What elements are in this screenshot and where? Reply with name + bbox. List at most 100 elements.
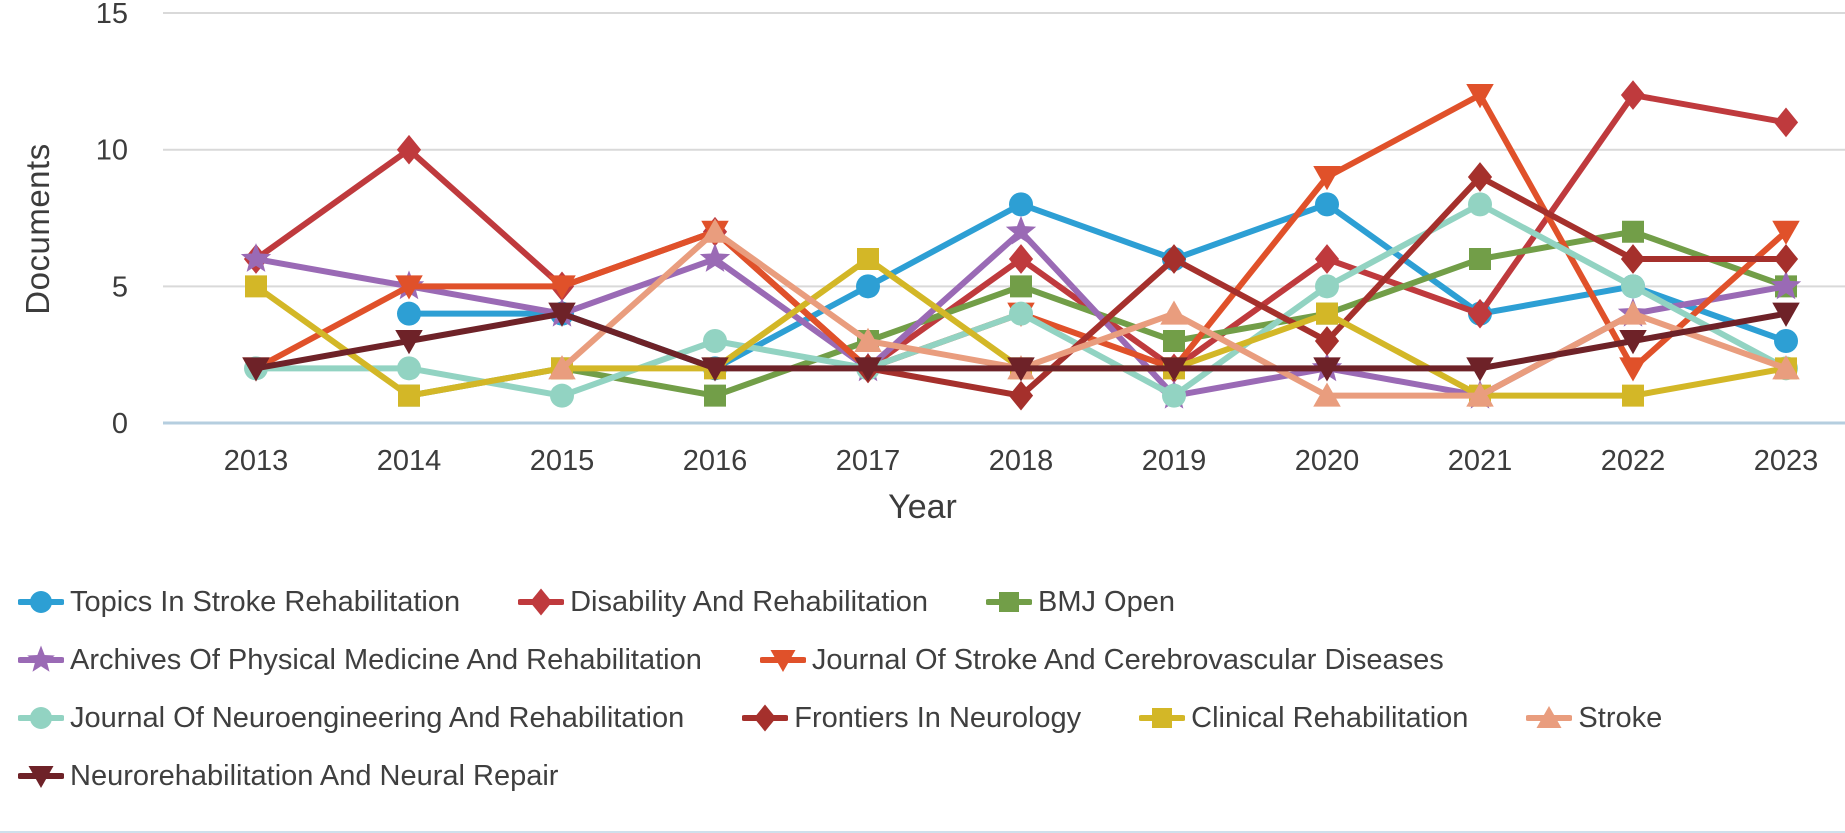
series-neurorehabilitation-and-neural-repair-point (1160, 357, 1188, 382)
series-frontiers-in-neurology-point (1314, 326, 1340, 356)
square-icon (1139, 708, 1186, 728)
series-archives-of-physical-medicine-and-rehabilitation-point (1005, 215, 1037, 245)
x-tick-label: 2013 (224, 445, 289, 477)
x-tick-label: 2015 (530, 445, 595, 477)
series-disability-and-rehabilitation-point (1773, 107, 1799, 138)
series-neurorehabilitation-and-neural-repair-point (1466, 357, 1494, 382)
legend-item-journal-of-neuroengineering-and-rehabilitation: Journal Of Neuroengineering And Rehabili… (18, 701, 684, 735)
series-journal-of-neuroengineering-and-rehabilitation-point (1009, 301, 1033, 326)
x-tick-label: 2019 (1142, 445, 1207, 477)
series-neurorehabilitation-and-neural-repair-point (1007, 357, 1035, 382)
series-frontiers-in-neurology-point (1161, 244, 1187, 274)
x-tick-label: 2014 (377, 445, 442, 477)
legend-item-clinical-rehabilitation: Clinical Rehabilitation (1139, 701, 1468, 735)
series-topics-in-stroke-rehabilitation-point (856, 274, 880, 299)
legend-label: Journal Of Stroke And Cerebrovascular Di… (811, 643, 1444, 676)
series-stroke-point (548, 355, 576, 380)
x-tick-label: 2017 (836, 445, 901, 477)
series-journal-of-neuroengineering-and-rehabilitation-point (703, 329, 727, 354)
series-clinical-rehabilitation-point (1316, 302, 1338, 325)
series-disability-and-rehabilitation-point (1008, 244, 1034, 274)
series-stroke-point (1466, 382, 1494, 407)
series-stroke-point (854, 327, 882, 353)
series-journal-of-neuroengineering-and-rehabilitation-point (397, 356, 421, 381)
series-bmj-open-point (1163, 330, 1185, 353)
series-neurorehabilitation-and-neural-repair-point (1772, 302, 1800, 327)
legend-label: Frontiers In Neurology (794, 701, 1082, 734)
legend-row: Archives Of Physical Medicine And Rehabi… (18, 640, 1833, 680)
series-topics-in-stroke-rehabilitation-point (1009, 192, 1033, 217)
series-clinical-rehabilitation-point (857, 248, 879, 271)
series-stroke-point (1160, 300, 1188, 325)
series-bmj-open-point (1622, 220, 1644, 243)
legend-label: Archives Of Physical Medicine And Rehabi… (70, 643, 702, 676)
series-disability-and-rehabilitation-point (1467, 298, 1493, 329)
series-bmj-open-point (1469, 248, 1491, 271)
x-tick-label: 2023 (1754, 445, 1819, 477)
triangle-down-icon (759, 650, 806, 672)
legend-item-bmj-open: BMJ Open (985, 585, 1175, 619)
legend-row: Journal Of Neuroengineering And Rehabili… (18, 698, 1833, 738)
series-archives-of-physical-medicine-and-rehabilitation-point (1770, 270, 1802, 300)
series-journal-of-stroke-and-cerebrovascular-diseases-point (1772, 220, 1800, 245)
series-journal-of-neuroengineering-and-rehabilitation-point (1468, 192, 1492, 217)
series-neurorehabilitation-and-neural-repair-point (854, 357, 882, 382)
legend-label: Neurorehabilitation And Neural Repair (70, 759, 559, 792)
series-stroke-point (1313, 382, 1341, 407)
star-icon (18, 645, 64, 672)
x-tick-label: 2021 (1448, 445, 1513, 477)
series-bmj-open-point (704, 384, 726, 407)
series-archives-of-physical-medicine-and-rehabilitation-point (699, 243, 731, 272)
triangle-up-icon (1526, 706, 1573, 728)
legend-item-journal-of-stroke-and-cerebrovascular-diseases: Journal Of Stroke And Cerebrovascular Di… (759, 643, 1444, 677)
series-journal-of-stroke-and-cerebrovascular-diseases-point (395, 275, 423, 300)
y-tick-label: 0 (112, 408, 128, 440)
legend-label: Topics In Stroke Rehabilitation (70, 585, 461, 618)
legend-label: Journal Of Neuroengineering And Rehabili… (70, 701, 685, 734)
chart-legend: Topics In Stroke Rehabilitation Disabilit… (18, 582, 1833, 814)
x-axis-title: Year (888, 488, 957, 526)
series-journal-of-neuroengineering-and-rehabilitation-point (1315, 274, 1339, 299)
legend-label: Stroke (1578, 701, 1663, 734)
legend-item-disability-and-rehabilitation: Disability And Rehabilitation (518, 585, 928, 619)
legend-label: BMJ Open (1037, 585, 1175, 618)
series-topics-in-stroke-rehabilitation-point (1315, 192, 1339, 217)
legend-row: Topics In Stroke Rehabilitation Disabilit… (18, 582, 1833, 622)
series-clinical-rehabilitation-point (398, 384, 420, 407)
series-frontiers-in-neurology-point (1620, 244, 1646, 274)
series-disability-and-rehabilitation-point (1620, 80, 1646, 110)
series-neurorehabilitation-and-neural-repair-point (548, 302, 576, 327)
series-stroke-point (1619, 300, 1647, 325)
y-tick-label: 15 (96, 0, 128, 30)
legend-label: Disability And Rehabilitation (570, 585, 928, 618)
series-disability-and-rehabilitation-point (1314, 244, 1340, 274)
legend-item-topics-in-stroke-rehabilitation: Topics In Stroke Rehabilitation (18, 585, 460, 619)
circle-icon (18, 707, 64, 729)
y-tick-label: 10 (96, 135, 128, 167)
series-neurorehabilitation-and-neural-repair-point (1619, 330, 1647, 355)
series-neurorehabilitation-and-neural-repair-point (395, 330, 423, 355)
triangle-down-icon (18, 766, 64, 788)
series-journal-of-stroke-and-cerebrovascular-diseases-point (1313, 166, 1341, 191)
series-stroke-point (701, 218, 729, 243)
square-icon (985, 592, 1032, 612)
legend-label: Clinical Rehabilitation (1191, 701, 1469, 734)
series-journal-of-stroke-and-cerebrovascular-diseases-point (548, 275, 576, 300)
series-frontiers-in-neurology-point (1773, 244, 1799, 274)
x-tick-label: 2018 (989, 445, 1054, 477)
series-archives-of-physical-medicine-and-rehabilitation-point (240, 243, 272, 272)
legend-item-archives-of-physical-medicine-and-rehabilitation: Archives Of Physical Medicine And Rehabi… (18, 643, 702, 677)
series-journal-of-stroke-and-cerebrovascular-diseases-point (1466, 84, 1494, 109)
series-neurorehabilitation-and-neural-repair-point (701, 357, 729, 382)
x-tick-label: 2022 (1601, 445, 1666, 477)
x-tick-label: 2016 (683, 445, 748, 477)
series-journal-of-neuroengineering-and-rehabilitation-point (1621, 274, 1645, 299)
plot-area: 0 5 10 15 2013 2014 2015 2016 2017 2018 2019 2020 20… (96, 0, 1845, 477)
series-journal-of-neuroengineering-and-rehabilitation-point (550, 383, 574, 408)
series-neurorehabilitation-and-neural-repair-point (1313, 357, 1341, 382)
legend-item-frontiers-in-neurology: Frontiers In Neurology (742, 701, 1081, 735)
series-frontiers-in-neurology-point (1008, 380, 1034, 411)
series-frontiers-in-neurology-point (1467, 162, 1493, 192)
y-tick-label: 5 (112, 271, 128, 303)
